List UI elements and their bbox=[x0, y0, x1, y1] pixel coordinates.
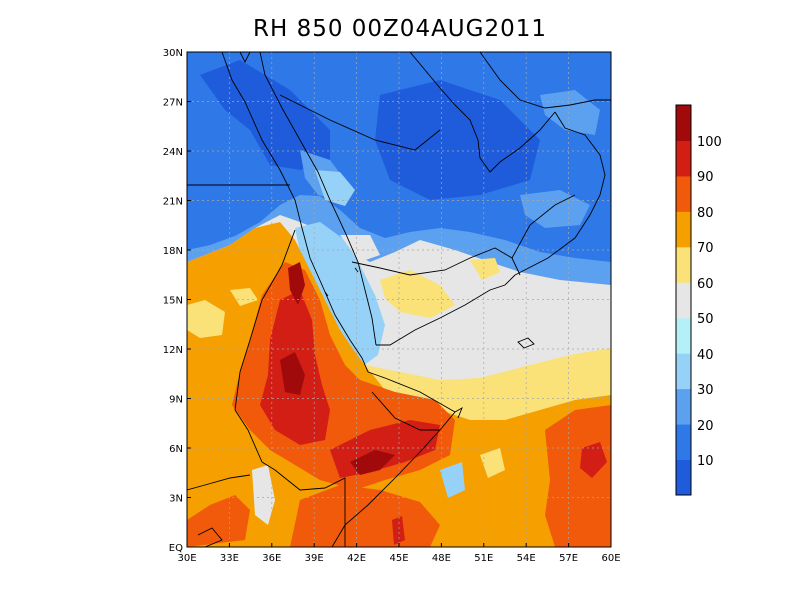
colorbar-swatch bbox=[676, 353, 691, 390]
colorbar-swatch bbox=[676, 317, 691, 354]
colorbar-swatch bbox=[676, 246, 691, 283]
lat-label-12n: 12N bbox=[163, 345, 183, 356]
lat-label-21n: 21N bbox=[163, 197, 183, 208]
lon-label-48e: 48E bbox=[432, 553, 451, 564]
colorbar-frame bbox=[675, 104, 692, 496]
lon-label-60e: 60E bbox=[601, 553, 620, 564]
colorbar-swatch bbox=[676, 175, 691, 212]
colorbar-label-90: 90 bbox=[697, 170, 714, 185]
border-ethiopia-sudan bbox=[234, 229, 296, 463]
lon-label-30e: 30E bbox=[177, 553, 196, 564]
lake-victoria bbox=[197, 527, 223, 547]
red-sea-east-coast bbox=[259, 52, 377, 346]
border-oman bbox=[511, 194, 576, 259]
lon-ticks bbox=[186, 543, 612, 547]
colorbar-label-10: 10 bbox=[697, 454, 714, 469]
lat-label-6n: 6N bbox=[169, 444, 183, 455]
rh-90-100-patch-southeast bbox=[580, 442, 607, 478]
colorbar-label-20: 20 bbox=[697, 419, 714, 434]
lat-label-9n: 9N bbox=[169, 395, 183, 406]
horn-tip bbox=[454, 406, 463, 419]
rh-60-70-oman-patch bbox=[470, 258, 500, 280]
colorbar-swatch bbox=[676, 105, 691, 141]
rh-40-50-patch-north bbox=[315, 170, 355, 206]
colorbar-labels: 10 20 30 40 50 60 70 80 90 100 bbox=[697, 135, 722, 469]
lon-label-39e: 39E bbox=[305, 553, 324, 564]
gulf-of-aden-south-coast bbox=[331, 371, 456, 547]
red-sea-west-coast bbox=[221, 52, 369, 373]
rh-100-plus-core-central bbox=[280, 352, 305, 395]
lon-label-51e: 51E bbox=[474, 553, 493, 564]
colorbar-label-30: 30 bbox=[697, 383, 714, 398]
persian-gulf-coast bbox=[409, 52, 556, 173]
colorbar-swatches bbox=[676, 105, 691, 496]
border-kenya bbox=[261, 461, 346, 547]
map-title: RH 850 00Z04AUG2011 bbox=[252, 16, 547, 42]
lat-label-15n: 15N bbox=[163, 296, 183, 307]
colorbar-label-60: 60 bbox=[697, 277, 714, 292]
rh-100-plus-core-south bbox=[350, 450, 395, 475]
colorbar-swatch bbox=[676, 282, 691, 319]
rh-60-70-patch-west-2 bbox=[230, 288, 258, 306]
colorbar-swatch bbox=[676, 459, 691, 496]
arabia-east-coast bbox=[514, 111, 606, 276]
coastlines-and-borders bbox=[187, 52, 611, 547]
rh-10-20-region bbox=[200, 60, 330, 170]
rh-80-90-region-southeast bbox=[545, 405, 611, 547]
border-saudi-north bbox=[279, 94, 441, 151]
colorbar-label-80: 80 bbox=[697, 206, 714, 221]
gulf-of-aden-north-coast bbox=[376, 274, 516, 346]
grid-lines bbox=[187, 52, 611, 547]
rh-10-20-region-east bbox=[375, 80, 540, 200]
lon-label-54e: 54E bbox=[517, 553, 536, 564]
colorbar-label-40: 40 bbox=[697, 348, 714, 363]
rh-60-70-patch-west bbox=[187, 300, 225, 338]
rh-90-100-patch-south bbox=[392, 516, 405, 545]
rh-30-40-patch-ne bbox=[540, 90, 600, 135]
colorbar-swatch bbox=[676, 424, 691, 461]
lat-label-30n: 30N bbox=[163, 48, 183, 59]
lon-tick-labels: 30E 33E 36E 39E 42E 45E 48E 51E 54E 57E … bbox=[177, 553, 620, 564]
border-uganda bbox=[187, 474, 251, 491]
lat-label-3n: 3N bbox=[169, 494, 183, 505]
colorbar: 10 20 30 40 50 60 70 80 90 100 bbox=[675, 104, 722, 496]
colorbar-swatch bbox=[676, 388, 691, 425]
lat-label-18n: 18N bbox=[163, 246, 183, 257]
rh-100-plus-core-north bbox=[288, 262, 305, 305]
colorbar-label-70: 70 bbox=[697, 241, 714, 256]
lat-label-27n: 27N bbox=[163, 98, 183, 109]
lat-tick-labels: EQ 3N 6N 9N 12N 15N 18N 21N 24N 27N 30N bbox=[163, 48, 183, 554]
rh-60-70-patch-south bbox=[480, 448, 505, 478]
colorbar-label-50: 50 bbox=[697, 312, 714, 327]
rh-80-90-region-southwest bbox=[187, 495, 250, 547]
colorbar-label-100: 100 bbox=[697, 135, 722, 150]
lon-label-45e: 45E bbox=[389, 553, 408, 564]
socotra-island bbox=[517, 337, 535, 349]
colorbar-swatch bbox=[676, 211, 691, 248]
iran-coast bbox=[479, 52, 611, 109]
lat-ticks bbox=[187, 51, 191, 548]
rh-50-60-gap bbox=[340, 235, 380, 262]
border-ethiopia-somalia bbox=[371, 391, 440, 431]
sinai-coast bbox=[239, 52, 251, 64]
lat-label-24n: 24N bbox=[163, 147, 183, 158]
rh-40-50-patch-somalia bbox=[440, 462, 465, 498]
lon-label-36e: 36E bbox=[262, 553, 281, 564]
colorbar-swatch bbox=[676, 140, 691, 177]
lon-label-57e: 57E bbox=[559, 553, 578, 564]
lon-label-42e: 42E bbox=[347, 553, 366, 564]
rh-50-60-patch-kenya bbox=[252, 465, 275, 525]
red-sea-islands bbox=[324, 267, 359, 297]
border-saudi-yemen bbox=[351, 247, 521, 276]
lat-label-eq: EQ bbox=[169, 543, 183, 554]
lon-label-33e: 33E bbox=[220, 553, 239, 564]
rh-40-50-red-sea-band bbox=[295, 222, 385, 368]
